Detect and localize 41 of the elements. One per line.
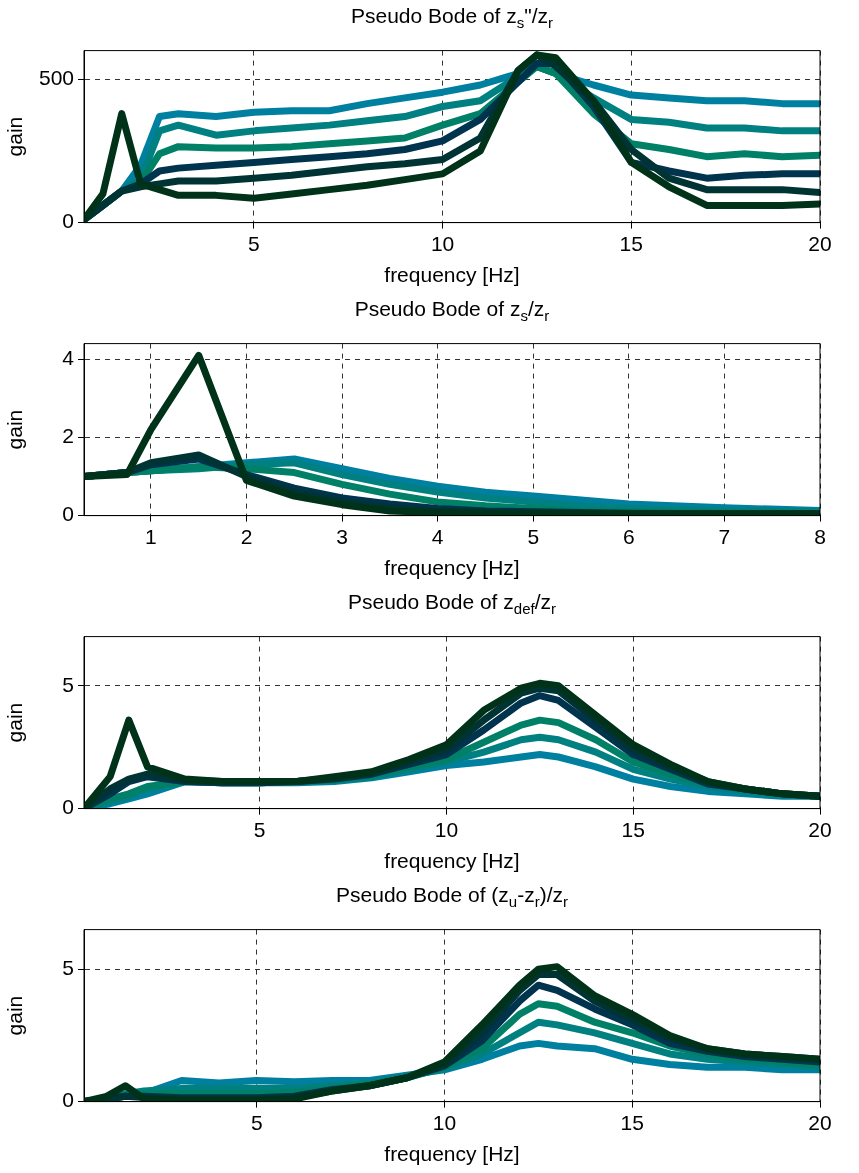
y-tick-label: 2 [62,424,74,448]
y-tick-label: 0 [62,795,74,819]
x-axis-title: frequency [Hz] [384,263,520,287]
x-axis-title: frequency [Hz] [384,1142,520,1166]
x-tick-label: 1 [145,525,157,548]
x-tick-label: 20 [808,232,832,255]
y-tick-label: 0 [62,1088,74,1112]
x-tick-label: 6 [622,525,635,548]
x-tick-label: 3 [336,525,348,548]
y-tick-label: 5 [62,672,74,696]
x-axis-title: frequency [Hz] [384,556,520,580]
y-axis-title: gain [3,702,27,743]
chart-title: Pseudo Bode of (z$_{u}$-z$_{r}$)/z$_{r}$ [335,883,569,911]
y-tick-label: 0 [62,502,74,526]
x-tick-label: 5 [253,818,266,841]
y-tick-label: 500 [38,66,74,90]
x-axis-title: frequency [Hz] [384,849,520,873]
chart-title: Pseudo Bode of z$_{s}$"/z$_{r}$ [349,4,555,32]
x-tick-label: 15 [619,232,643,255]
chart-title: Pseudo Bode of z$_{def}$/z$_{r}$ [347,590,557,618]
x-tick-label: 4 [431,525,444,548]
y-tick-label: 5 [62,956,74,980]
y-tick-label: 4 [62,346,75,370]
x-tick-label: 20 [808,1111,832,1134]
x-tick-label: 5 [248,232,260,255]
x-tick-label: 5 [527,525,540,548]
x-tick-label: 5 [250,1111,263,1134]
x-tick-label: 20 [808,818,832,841]
x-tick-label: 7 [718,525,731,548]
x-tick-label: 8 [814,525,826,548]
y-axis-title: gain [3,409,27,450]
x-tick-label: 15 [620,1111,644,1134]
y-axis-title: gain [3,116,27,157]
x-tick-label: 15 [621,818,645,841]
x-tick-label: 10 [434,818,459,841]
x-tick-label: 10 [430,232,455,255]
x-tick-label: 10 [432,1111,457,1134]
x-tick-label: 2 [240,525,253,548]
y-axis-title: gain [3,995,27,1036]
chart-title: Pseudo Bode of z$_{s}$/z$_{r}$ [353,297,551,325]
y-tick-label: 0 [62,209,74,233]
